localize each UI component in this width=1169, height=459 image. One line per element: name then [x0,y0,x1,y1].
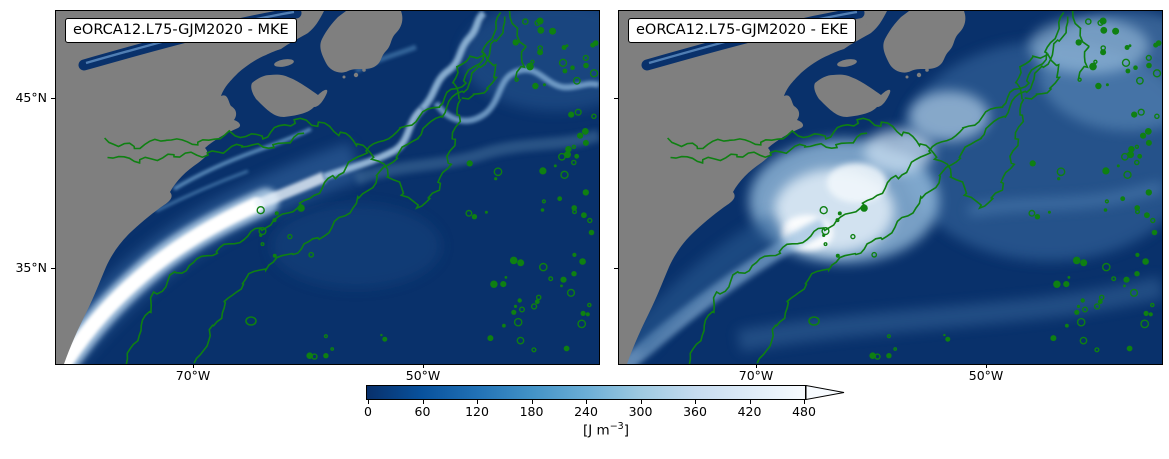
lat-tick-35n-right [614,268,618,269]
colorbar [366,385,806,400]
colorbar-extend-arrow [806,385,845,400]
lon-label-50w-right: 50°W [968,368,1004,383]
eke-map [619,11,1162,364]
map-panel-eke: eORCA12.L75-GJM2020 - EKE [618,10,1163,365]
panel-title-mke-text: eORCA12.L75-GJM2020 - MKE [73,22,289,38]
lon-tick-70w-right [756,364,757,368]
colorbar-unit-label: [J m−3] [583,421,629,439]
lat-tick-45n [51,98,55,99]
colorbar-tick-label: 240 [574,404,598,419]
colorbar-tick-label: 180 [519,404,544,419]
unit-exponent: −3 [609,421,624,432]
colorbar-tick [477,400,478,404]
colorbar-tick [640,400,642,404]
lon-label-70w-left: 70°W [175,368,211,383]
lat-label-45n: 45°N [15,90,47,105]
colorbar-tick-label: 360 [683,404,707,419]
colorbar-tick-label: 60 [414,404,431,419]
lat-tick-35n [51,268,55,269]
colorbar-tick [586,400,587,404]
colorbar-tick-label: 120 [465,404,489,419]
lat-label-35n: 35°N [15,260,47,275]
lon-tick-50w-right [986,364,987,368]
panel-title-eke: eORCA12.L75-GJM2020 - EKE [628,18,857,43]
panel-title-eke-text: eORCA12.L75-GJM2020 - EKE [636,22,849,38]
mke-map [56,11,599,364]
lon-label-50w-left: 50°W [405,368,441,383]
lon-tick-70w-left [193,364,194,368]
panel-title-mke: eORCA12.L75-GJM2020 - MKE [65,18,297,43]
colorbar-tick [695,400,696,404]
colorbar-tick-label: 300 [628,404,653,419]
colorbar-tick [422,400,424,404]
unit-prefix: [J m [583,422,610,439]
colorbar-tick-label: 420 [737,404,762,419]
colorbar-tick [368,400,369,404]
lon-label-70w-right: 70°W [738,368,774,383]
lat-tick-45n-right [614,98,618,99]
colorbar-tick-label: 480 [792,404,816,419]
colorbar-tick [804,400,805,404]
unit-suffix: ] [623,422,629,439]
lon-tick-50w-left [423,364,424,368]
colorbar-tick [749,400,751,404]
colorbar-tick [531,400,533,404]
map-panel-mke: eORCA12.L75-GJM2020 - MKE [55,10,600,365]
colorbar-tick-label: 0 [364,404,372,419]
